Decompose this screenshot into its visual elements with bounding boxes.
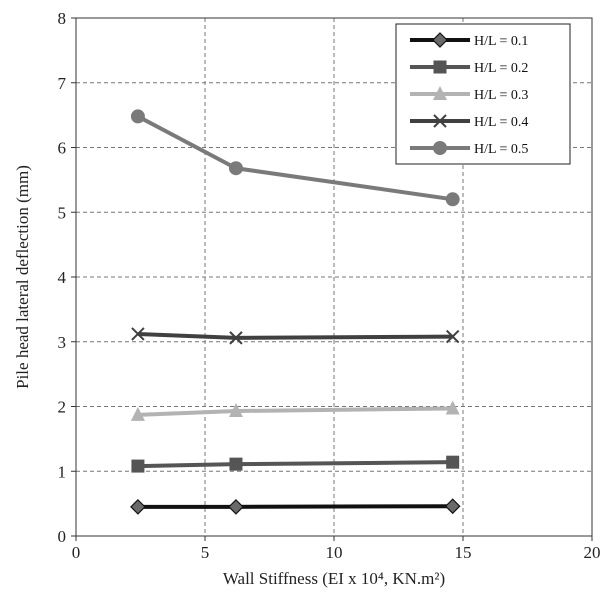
series-3	[130, 400, 460, 421]
series-2	[131, 455, 460, 473]
data-point-diamond	[130, 499, 146, 515]
data-point-x	[131, 327, 145, 341]
legend-label: H/L = 0.2	[474, 61, 528, 76]
data-point-triangle	[130, 406, 145, 421]
y-tick-label: 7	[58, 74, 67, 93]
y-axis-title: Pile head lateral deflection (mm)	[13, 165, 32, 389]
x-tick-label: 15	[455, 543, 472, 562]
legend: H/L = 0.1 H/L = 0.2 H/L = 0.3 H/L = 0.4 H/L …	[395, 23, 571, 165]
series-1	[130, 498, 461, 515]
data-point-circle	[445, 192, 460, 207]
legend-entry: H/L = 0.5	[410, 141, 528, 157]
y-tick-label: 1	[58, 462, 67, 481]
x-tick-label: 0	[72, 543, 81, 562]
data-point-circle	[228, 161, 243, 176]
series-line	[137, 406, 453, 417]
legend-marker-triangle	[433, 86, 447, 100]
legend-marker-x	[433, 114, 447, 128]
x-tick-label: 5	[201, 543, 210, 562]
x-axis-title: Wall Stiffness (EI x 10⁴, KN.m²)	[223, 569, 445, 588]
tick-labels: 0 5 10 15 20 0 1 2 3 4 5 6 7 8	[58, 9, 601, 562]
data-point-diamond	[228, 499, 244, 515]
series-4	[131, 327, 460, 345]
grid	[76, 18, 592, 536]
legend-marker-square	[433, 60, 447, 74]
legend-marker-diamond	[432, 32, 448, 48]
data-point-x	[445, 329, 460, 344]
legend-entry: H/L = 0.1	[410, 32, 528, 49]
data-point-circle	[130, 109, 145, 124]
y-tick-label: 8	[58, 9, 67, 28]
legend-entry: H/L = 0.4	[410, 114, 528, 130]
y-tick-label: 6	[58, 139, 67, 158]
series-line	[137, 504, 453, 509]
data-point-triangle	[228, 403, 243, 418]
data-point-square	[446, 455, 460, 469]
legend-label: H/L = 0.1	[474, 34, 528, 49]
data-point-square	[229, 457, 243, 471]
data-point-diamond	[444, 498, 461, 515]
series-line	[137, 331, 453, 340]
data-point-x	[229, 331, 243, 345]
legend-marker-circle	[433, 141, 447, 155]
legend-label: H/L = 0.5	[474, 142, 528, 157]
series-5	[130, 109, 460, 207]
y-tick-label: 4	[58, 268, 67, 287]
legend-label: H/L = 0.3	[474, 88, 528, 103]
y-tick-label: 3	[58, 333, 67, 352]
legend-label: H/L = 0.4	[474, 115, 528, 130]
legend-entry: H/L = 0.3	[410, 86, 528, 103]
data-point-square	[131, 459, 145, 473]
y-tick-label: 5	[58, 203, 67, 222]
y-tick-label: 0	[58, 527, 67, 546]
series-group	[130, 109, 461, 515]
series-line	[137, 460, 453, 469]
y-tick-label: 2	[58, 398, 67, 417]
data-point-triangle	[445, 400, 460, 415]
legend-entry: H/L = 0.2	[410, 60, 528, 76]
x-tick-label: 10	[326, 543, 343, 562]
x-tick-label: 20	[584, 543, 601, 562]
